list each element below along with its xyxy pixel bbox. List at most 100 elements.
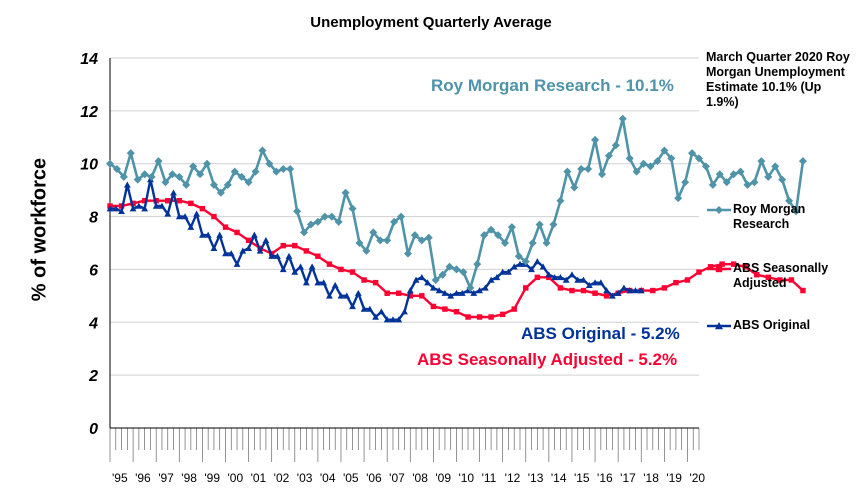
- data-point: [447, 292, 455, 299]
- x-year-label: '98: [181, 471, 197, 485]
- data-point: [314, 279, 322, 286]
- data-point: [320, 212, 329, 221]
- data-point: [362, 246, 371, 255]
- data-point: [118, 207, 125, 215]
- data-point: [493, 273, 501, 281]
- data-point: [574, 276, 582, 283]
- data-point: [135, 202, 143, 209]
- y-tick-label: 14: [80, 51, 98, 68]
- data-point: [233, 260, 241, 267]
- data-point: [549, 220, 558, 229]
- data-point: [591, 135, 600, 144]
- data-point: [154, 157, 163, 166]
- data-point: [798, 157, 807, 166]
- x-year-label: '09: [435, 471, 451, 485]
- data-point: [577, 165, 586, 173]
- data-point: [765, 274, 772, 281]
- data-point: [223, 180, 232, 189]
- y-tick-label: 4: [88, 315, 98, 332]
- data-point: [701, 162, 710, 171]
- data-point: [521, 257, 530, 266]
- data-point: [250, 231, 258, 238]
- x-year-label: '15: [574, 471, 590, 485]
- data-point: [199, 205, 206, 212]
- data-point: [369, 228, 378, 237]
- y-tick-label: 2: [88, 368, 98, 385]
- data-point: [494, 231, 503, 240]
- x-year-label: '17: [620, 471, 636, 485]
- data-point: [406, 287, 414, 294]
- data-point: [204, 231, 212, 238]
- data-point: [557, 285, 564, 291]
- x-year-label: '07: [389, 471, 405, 485]
- x-year-label: '16: [597, 471, 613, 485]
- data-point: [430, 303, 437, 310]
- data-point: [557, 273, 564, 281]
- data-point: [419, 293, 425, 299]
- data-point: [372, 313, 380, 320]
- data-point: [418, 273, 426, 281]
- data-point: [274, 252, 281, 259]
- x-year-label: '95: [112, 471, 128, 485]
- data-point: [637, 287, 645, 294]
- data-point: [438, 270, 447, 279]
- data-point: [569, 287, 575, 294]
- data-point: [230, 167, 239, 176]
- data-point: [684, 277, 691, 283]
- x-year-label: '08: [412, 471, 428, 485]
- series-layer: [106, 114, 807, 323]
- data-point: [470, 289, 478, 296]
- data-point: [372, 279, 379, 286]
- data-point: [187, 223, 195, 230]
- data-point: [736, 167, 745, 176]
- data-point: [203, 159, 212, 168]
- data-point: [300, 228, 309, 237]
- data-point: [707, 264, 714, 270]
- data-point: [384, 290, 390, 296]
- data-point: [516, 260, 524, 267]
- data-point: [130, 200, 136, 207]
- data-point: [349, 269, 356, 275]
- x-year-label: '04: [320, 471, 336, 485]
- y-tick-labels: 0 2 4 6 8 10 12 14: [80, 51, 98, 438]
- data-point: [488, 314, 494, 320]
- axes: [109, 58, 699, 429]
- data-point: [397, 212, 406, 221]
- x-year-label: '01: [251, 471, 267, 485]
- data-point: [161, 178, 170, 187]
- data-point: [401, 308, 408, 315]
- data-point: [667, 154, 676, 163]
- legend-label-abs-seasonal: ABS Seasonally Adjusted: [733, 261, 829, 290]
- data-point: [464, 287, 472, 294]
- data-point: [528, 266, 535, 273]
- legend-marks: [707, 206, 731, 330]
- y-tick-label: 0: [89, 421, 98, 438]
- data-point: [407, 293, 413, 299]
- data-point: [129, 205, 137, 212]
- data-point: [303, 248, 310, 254]
- data-point: [234, 229, 240, 236]
- data-point: [591, 279, 599, 286]
- data-point: [681, 178, 690, 187]
- data-point: [196, 170, 205, 179]
- data-point: [730, 261, 737, 267]
- data-point: [514, 252, 523, 261]
- data-point: [754, 271, 760, 278]
- data-point: [777, 277, 783, 283]
- data-point: [210, 244, 218, 252]
- x-year-label: '05: [343, 471, 359, 485]
- data-point: [528, 239, 537, 247]
- data-point: [568, 271, 576, 278]
- data-point: [722, 178, 731, 187]
- data-point: [265, 159, 274, 168]
- data-point: [465, 314, 471, 320]
- data-point: [327, 212, 336, 221]
- data-point: [620, 284, 628, 291]
- data-point: [209, 180, 218, 189]
- data-point: [778, 175, 787, 184]
- x-year-label: '10: [458, 471, 474, 485]
- data-point: [361, 277, 367, 283]
- data-point: [313, 217, 322, 226]
- data-point: [563, 167, 572, 176]
- data-point: [653, 157, 662, 166]
